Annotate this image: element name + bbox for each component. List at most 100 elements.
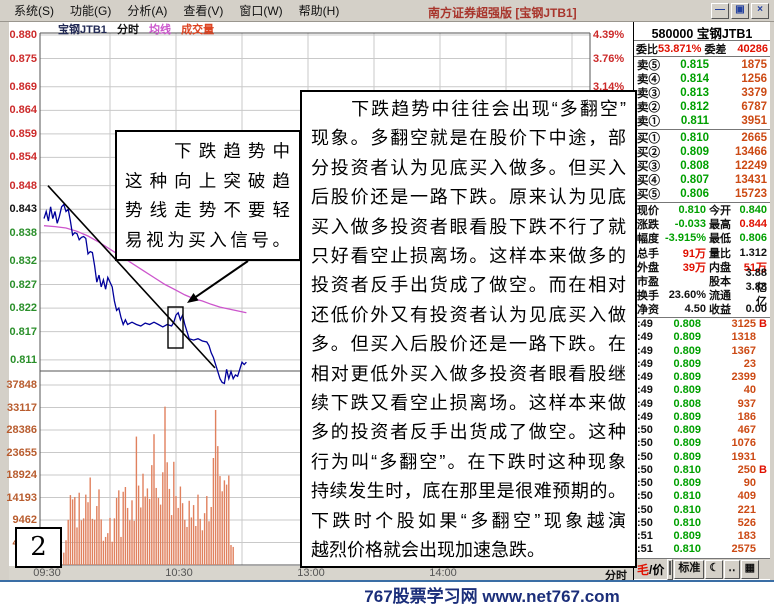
more-button[interactable]: ‥ bbox=[724, 559, 740, 579]
price-axis-label: 0.838 bbox=[9, 226, 37, 239]
panel-toolbar: 毛/价 标准 ☾ ‥ ▦ bbox=[634, 558, 770, 580]
weibi-value: 53.871% bbox=[658, 42, 702, 55]
trade-row: :50 0.810 409 bbox=[637, 490, 756, 503]
note-line: 相对更低外买入做多投资者眼看股继 bbox=[311, 363, 626, 384]
volume-axis-label: 18924 bbox=[6, 469, 37, 481]
menu-item-5[interactable]: 帮助(H) bbox=[298, 4, 340, 18]
percent-axis-label: 3.14% bbox=[593, 80, 625, 93]
volume-axis-label: 23655 bbox=[6, 446, 37, 459]
indicator-volume[interactable]: 成交量 bbox=[181, 24, 215, 36]
note-line: 还低价外又有投资者认为见底买入做 bbox=[311, 304, 626, 325]
window-controls: — ▣ × bbox=[711, 3, 769, 19]
volume-axis-label: 14193 bbox=[6, 491, 37, 504]
order-row: 买④ 0.807 13431 bbox=[637, 174, 767, 187]
weibi-label: 委比 bbox=[636, 43, 658, 56]
tick-price-toggle[interactable]: 毛/价 bbox=[637, 562, 665, 577]
site-banner: 767股票学习网 www.net767.com bbox=[0, 580, 774, 612]
stock-name-label: 宝钢JTB1 bbox=[58, 24, 107, 36]
detail-row: 涨跌 -0.033 最高 0.844 bbox=[637, 218, 767, 232]
time-axis-label: 13:00 bbox=[297, 567, 325, 579]
trade-row: :50 0.810 250 B bbox=[637, 463, 767, 476]
window-left-border bbox=[0, 21, 9, 580]
window-title: 南方证券超强版 [宝钢JTB1] bbox=[428, 6, 577, 20]
trade-row: :50 0.809 1931 bbox=[637, 450, 756, 463]
note-line: 易视为买入信号。 bbox=[125, 229, 291, 250]
menu-item-3[interactable]: 查看(V) bbox=[183, 4, 224, 18]
trade-row: :49 0.809 1318 bbox=[637, 331, 756, 344]
detail-row: 换手 23.60% 流通 3.88亿 bbox=[637, 281, 767, 309]
menu-item-4[interactable]: 窗口(W) bbox=[239, 4, 283, 18]
order-row: 卖② 0.812 6787 bbox=[637, 101, 767, 114]
quote-details: 现价 0.810 今开 0.840 涨跌 -0.033 最高 0.844 幅度 -3.915% 最低… bbox=[634, 203, 770, 317]
note-line: 现象。多翻空就是在股价下中途，部 bbox=[311, 128, 626, 149]
order-row: 卖① 0.811 3951 bbox=[637, 115, 767, 128]
note-line: 多的投资者反手出货成了做空。这种 bbox=[311, 422, 626, 443]
note-line: 这种向上突破趋 bbox=[125, 170, 291, 191]
menu-item-1[interactable]: 功能(G) bbox=[70, 4, 112, 18]
trade-row: :49 0.809 23 bbox=[637, 357, 756, 370]
order-row: 卖③ 0.813 3379 bbox=[637, 87, 767, 100]
price-axis-label: 0.854 bbox=[9, 151, 37, 164]
page-number: 2 bbox=[30, 532, 47, 562]
minimize-icon[interactable]: — bbox=[711, 3, 729, 19]
note-line: 越烈价格就会出现加速急跌。 bbox=[311, 540, 545, 561]
chart-mode-label[interactable]: 分时 bbox=[605, 570, 627, 582]
note-line: 买入做多投资者眼看股下跌不行了就 bbox=[311, 216, 626, 237]
weicha-value: 40286 bbox=[737, 42, 768, 55]
order-row: 卖④ 0.814 1256 bbox=[637, 73, 767, 86]
note-line: 下跌趋势中 bbox=[125, 141, 291, 161]
standard-view-button[interactable]: 标准 bbox=[674, 559, 705, 579]
close-icon[interactable]: × bbox=[751, 3, 769, 19]
note-box-large: 下跌趋势中往往会出现“多翻空” 现象。多翻空就是在股价下中途，部 分投资者认为见底买… bbox=[300, 90, 637, 568]
trade-list: :49 0.808 3125 B:49 0.809 1318:49 0.809 1367:49… bbox=[634, 318, 770, 570]
percent-axis-label: 3.76% bbox=[593, 52, 625, 65]
trade-row: :50 0.809 1076 bbox=[637, 437, 756, 450]
grid-view-button[interactable]: ▦ bbox=[740, 559, 759, 579]
weibi-row: 委比 53.871% 委差 40286 bbox=[634, 40, 770, 57]
trade-row: :51 0.809 183 bbox=[637, 530, 756, 543]
price-axis-label: 0.864 bbox=[9, 104, 37, 117]
window-right-border bbox=[770, 21, 774, 580]
price-axis-label: 0.859 bbox=[9, 127, 37, 140]
trade-row: :49 0.809 186 bbox=[637, 410, 756, 423]
indicator-junxian[interactable]: 均线 bbox=[149, 24, 172, 36]
bid-ladder: 买① 0.810 2665 买② 0.809 13466 买③ 0.808 12249 买④ 0.8… bbox=[634, 130, 770, 202]
detail-row: 净资 4.50 收益 0.00 bbox=[637, 303, 767, 317]
restore-icon[interactable]: ▣ bbox=[731, 3, 749, 19]
grid-icon: ▦ bbox=[744, 561, 755, 574]
price-axis-label: 0.880 bbox=[9, 29, 37, 41]
time-axis-label: 14:00 bbox=[429, 567, 457, 579]
trade-row: :50 0.810 526 bbox=[637, 516, 756, 529]
note-line: 下跌时个股如果“多翻空”现象越演 bbox=[311, 510, 626, 531]
note-line: 续下跌又看空止损离场。这样本来做 bbox=[311, 393, 626, 414]
price-axis-label: 0.811 bbox=[10, 353, 37, 366]
menu-item-2[interactable]: 分析(A) bbox=[127, 4, 168, 18]
order-row: 买③ 0.808 12249 bbox=[637, 160, 767, 173]
note-line: 只好看空止损离场。这样本来做多的 bbox=[311, 246, 626, 267]
trade-row: :50 0.809 467 bbox=[637, 424, 756, 437]
volume-axis-label: 28386 bbox=[6, 424, 37, 436]
note-line: 分投资者认为见底买入做多。但买入 bbox=[311, 157, 626, 178]
percent-axis-label: 4.39% bbox=[593, 29, 625, 41]
trade-row: :49 0.809 40 bbox=[637, 384, 756, 397]
note-box-small: 下跌趋势中这种向上突破趋 势线走势不要轻 易视为买入信号。 bbox=[115, 130, 301, 261]
indicator-fenshi[interactable]: 分时 bbox=[116, 24, 139, 36]
moon-icon: ☾ bbox=[709, 561, 720, 574]
trade-row: :49 0.809 2399 bbox=[637, 371, 756, 384]
quote-panel: 580000 宝钢JTB1 委比 53.871% 委差 40286 卖⑤ 0.81… bbox=[633, 21, 770, 580]
note-line: 后股价还是一路下跌。原来认为见底 bbox=[311, 187, 626, 208]
color-scheme-button[interactable] bbox=[667, 558, 674, 580]
note-line: 势线走势不要轻 bbox=[125, 200, 291, 220]
menu-item-0[interactable]: 系统(S) bbox=[14, 4, 54, 18]
price-axis-label: 0.869 bbox=[9, 80, 37, 93]
detail-row: 现价 0.810 今开 0.840 bbox=[637, 204, 767, 218]
night-mode-button[interactable]: ☾ bbox=[705, 559, 724, 579]
note-line: 下跌趋势中往往会出现“多翻空” bbox=[311, 99, 626, 119]
chart-header: 宝钢JTB1 分时 均线 成交量 bbox=[58, 21, 221, 36]
trade-row: :49 0.809 1367 bbox=[637, 344, 756, 357]
time-axis-label: 09:30 bbox=[33, 567, 61, 579]
menu-items: 系统(S) 功能(G) 分析(A) 查看(V) 窗口(W) 帮助(H) bbox=[6, 0, 347, 21]
price-axis-label: 0.822 bbox=[9, 302, 37, 315]
price-axis-label: 0.832 bbox=[9, 254, 37, 267]
note-line: 持续发生时，底在那里是很难预期的。 bbox=[311, 481, 626, 502]
